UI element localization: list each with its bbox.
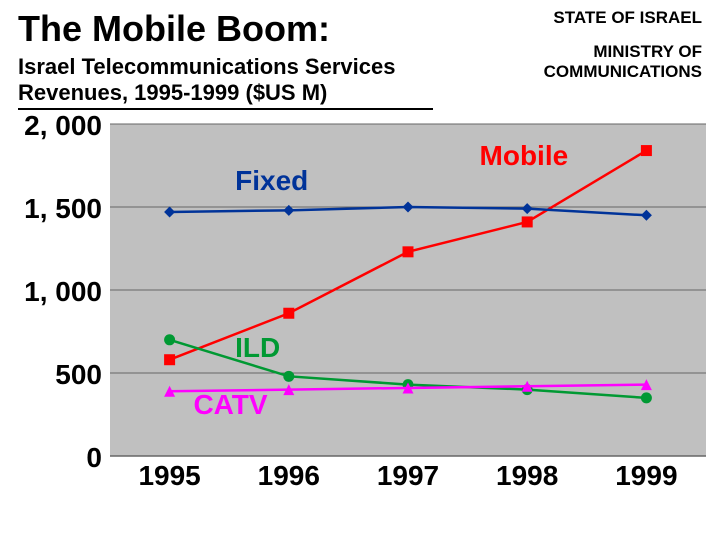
x-tick-label: 1997 [358, 460, 458, 492]
y-tick-label: 1, 000 [10, 276, 102, 308]
x-tick-label: 1998 [477, 460, 577, 492]
x-tick-label: 1995 [120, 460, 220, 492]
org-line-2: MINISTRY OF COMMUNICATIONS [433, 42, 702, 82]
series-label-mobile: Mobile [480, 140, 569, 172]
series-label-ild: ILD [235, 332, 280, 364]
y-tick-label: 500 [10, 359, 102, 391]
header: The Mobile Boom: Israel Telecommunicatio… [18, 8, 702, 110]
chart: 05001, 0001, 5002, 000199519961997199819… [110, 118, 706, 488]
org-line-1: STATE OF ISRAEL [433, 8, 702, 28]
y-tick-label: 1, 500 [10, 193, 102, 225]
series-label-catv: CATV [193, 389, 267, 421]
slide: The Mobile Boom: Israel Telecommunicatio… [0, 0, 720, 540]
y-tick-label: 0 [10, 442, 102, 474]
y-tick-label: 2, 000 [10, 110, 102, 142]
title: The Mobile Boom: [18, 8, 433, 50]
subtitle: Israel Telecommunications Services Reven… [18, 54, 433, 110]
x-tick-label: 1996 [239, 460, 339, 492]
series-label-fixed: Fixed [235, 165, 308, 197]
x-tick-label: 1999 [596, 460, 696, 492]
